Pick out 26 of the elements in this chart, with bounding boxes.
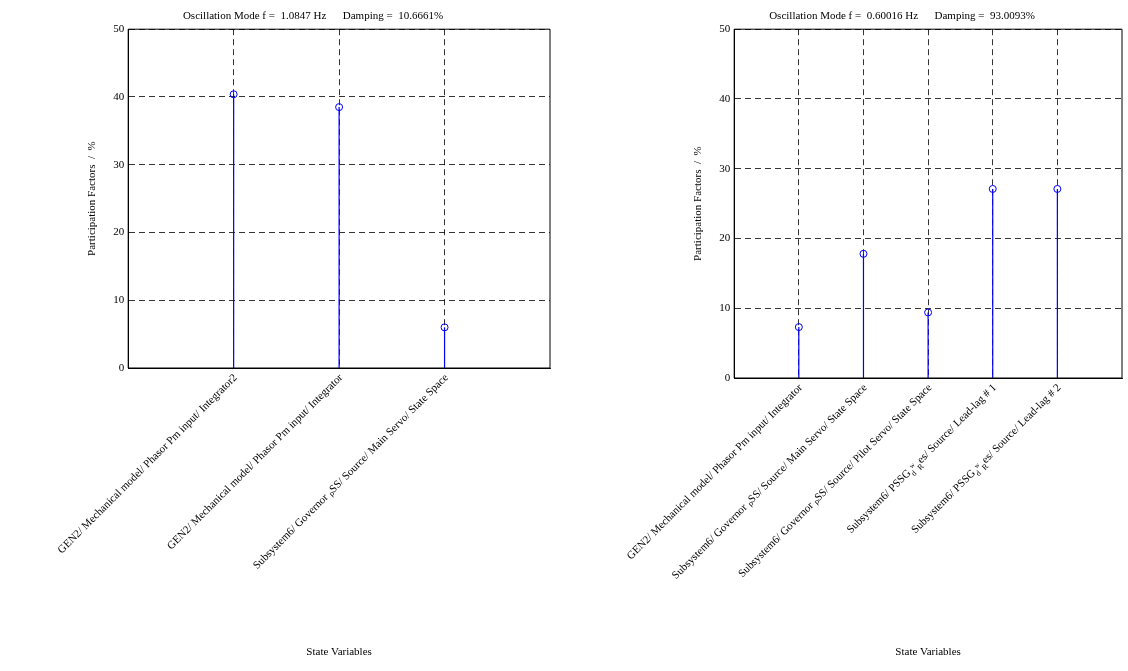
y-tick-label: 10 (719, 301, 731, 314)
y-tick-label: 50 (719, 22, 731, 35)
chart-title: Oscillation Mode f = 0.60016 Hz Damping = 93.0093% (769, 9, 1035, 22)
point (440, 323, 449, 332)
chart-title: Oscillation Mode f = 1.0847 Hz Damping = 10.6661% (182, 9, 444, 22)
x-axis-title: State Variables (895, 645, 961, 658)
point (1053, 184, 1062, 193)
y-tick-label: 30 (113, 157, 125, 170)
y-tick-label: 40 (113, 89, 125, 102)
y-tick-label: 0 (724, 370, 731, 383)
y-tick-label: 10 (113, 293, 125, 306)
y-axis-title: Participation Factors / % (691, 146, 704, 261)
point (794, 323, 803, 332)
point (988, 184, 997, 193)
y-tick-label: 20 (719, 231, 731, 244)
y-tick-label: 0 (118, 360, 125, 373)
point (229, 90, 238, 99)
y-tick-label: 40 (719, 91, 731, 104)
y-tick-label: 30 (719, 161, 731, 174)
y-tick-label: 50 (113, 22, 125, 35)
x-axis-title: State Variables (306, 645, 372, 658)
point (335, 103, 344, 112)
y-tick-label: 20 (113, 225, 125, 238)
y-axis-title: Participation Factors / % (85, 141, 98, 256)
point (859, 249, 868, 258)
point (924, 308, 933, 317)
